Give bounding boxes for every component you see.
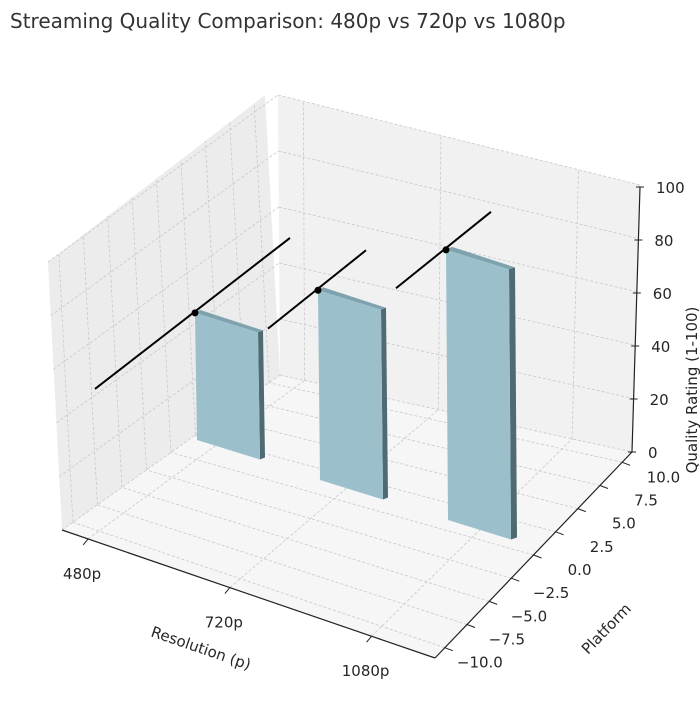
y-grid-line: [244, 399, 601, 486]
y-tick-label: 2.5: [590, 538, 614, 556]
y-grid-line: [170, 452, 534, 556]
z-tick-label: 60: [653, 285, 672, 303]
x-axis-line: [61, 529, 436, 659]
x-grid-line: [229, 409, 439, 588]
left-pane: [48, 95, 280, 530]
y-tick: [599, 485, 609, 489]
y-tick: [511, 577, 520, 582]
y-tick: [577, 508, 587, 513]
z-grid-line: [56, 262, 280, 424]
z-tick-label: 0: [648, 444, 658, 462]
x-tick: [82, 538, 89, 546]
y-grid-line: [180, 159, 196, 436]
z-grid-line: [53, 206, 280, 370]
y-grid-line: [82, 234, 98, 505]
y-tick: [488, 600, 498, 605]
x-grid-line: [302, 101, 306, 381]
y-tick-label: −2.5: [533, 584, 569, 602]
y-grid-line: [107, 216, 123, 488]
y-tick: [555, 531, 564, 536]
bar-top: [195, 309, 263, 333]
x-grid-line: [371, 438, 573, 637]
x-tick-label: 720p: [205, 614, 243, 632]
ticks: 0 20 40 60 80 100 −10.0 −7.5 −5.0 −2.5 0.0 2.5 5.0 7.…: [63, 179, 685, 680]
y-tick-label: −10.0: [457, 654, 503, 672]
y-tick: [621, 461, 631, 466]
x-tick-label: 1080p: [342, 662, 390, 680]
bar-side: [258, 330, 265, 460]
bar-side: [509, 267, 517, 540]
bar-720p: [318, 290, 383, 500]
z-axis-label: Quality Rating (1-100): [683, 307, 700, 474]
x-tick: [366, 635, 372, 643]
z-axis-line: [631, 186, 641, 453]
y-grid-line: [253, 103, 270, 383]
z-grid-line: [278, 150, 639, 239]
y-axis-label: Platform: [578, 600, 635, 658]
y-tick: [444, 647, 454, 652]
y-tick-label: 5.0: [612, 515, 636, 533]
bar-top: [318, 287, 386, 310]
y-grid-line: [72, 521, 445, 649]
chart-title: Streaming Quality Comparison: 480p vs 72…: [10, 9, 566, 33]
z-tick-label: 100: [656, 179, 685, 197]
z-tick-label: 40: [651, 338, 670, 356]
z-tick-label: 80: [654, 232, 673, 250]
y-grid-line: [131, 197, 147, 470]
y-grid-line: [219, 417, 578, 510]
y-grid-line: [146, 469, 512, 579]
z-grid-line: [50, 150, 279, 316]
y-tick-label: −7.5: [489, 631, 525, 649]
y-tick-label: 7.5: [634, 491, 658, 509]
bar-side: [381, 307, 388, 500]
x-tick-label: 480p: [63, 565, 101, 583]
bar-480p: [195, 312, 260, 460]
error-bar-point: [442, 246, 450, 254]
error-bar-point: [191, 309, 199, 317]
y-grid-line: [156, 178, 172, 453]
y-tick: [466, 624, 476, 628]
y-tick-label: 10.0: [647, 468, 680, 486]
z-grid-line: [278, 206, 637, 293]
z-tick-label: 20: [650, 391, 669, 409]
z-grid-line: [47, 94, 279, 263]
y-tick-label: −5.0: [511, 607, 547, 625]
bar-top: [446, 246, 515, 270]
z-grid-line: [277, 94, 641, 186]
x-grid-line: [438, 135, 442, 410]
x-tick: [224, 587, 231, 594]
error-bar-point: [314, 286, 322, 294]
y-grid-line: [121, 486, 490, 602]
y-tick-label: 0.0: [568, 561, 592, 579]
bar-1080p: [446, 249, 511, 540]
bars: [94, 211, 517, 540]
y-tick: [533, 554, 542, 559]
